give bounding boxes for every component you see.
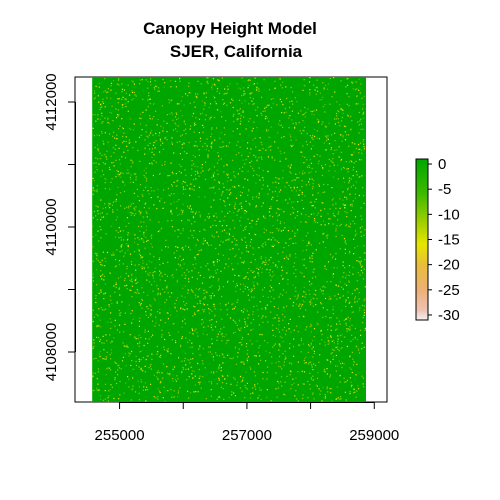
legend-tick-label: -20 <box>438 257 460 274</box>
raster-layer <box>92 77 367 402</box>
legend-tick-label: -10 <box>438 206 460 223</box>
legend: 0 -5 -10 -15 -20 -25 -30 <box>415 156 460 324</box>
y-tick-label: 4110000 <box>43 198 60 255</box>
x-tick-label: 255000 <box>95 427 145 444</box>
legend-colorbar <box>415 158 429 321</box>
y-tick-label: 4108000 <box>43 323 60 381</box>
raster-speckles <box>92 77 367 402</box>
y-axis: 4108000 4110000 4112000 <box>43 73 76 381</box>
raster-speckles <box>92 77 366 402</box>
x-tick-label: 257000 <box>222 427 272 444</box>
y-tick-label: 4112000 <box>43 73 60 130</box>
legend-tick-label: -5 <box>438 181 451 198</box>
x-axis: 255000 257000 259000 <box>95 402 399 444</box>
legend-tick-label: 0 <box>438 156 446 173</box>
legend-tick-label: -30 <box>438 307 460 324</box>
legend-tick-label: -15 <box>438 232 460 249</box>
legend-tick-label: -25 <box>438 282 460 299</box>
chart-subtitle: SJER, California <box>170 42 303 61</box>
x-tick-label: 259000 <box>349 427 399 444</box>
chart-title: Canopy Height Model <box>143 19 317 38</box>
